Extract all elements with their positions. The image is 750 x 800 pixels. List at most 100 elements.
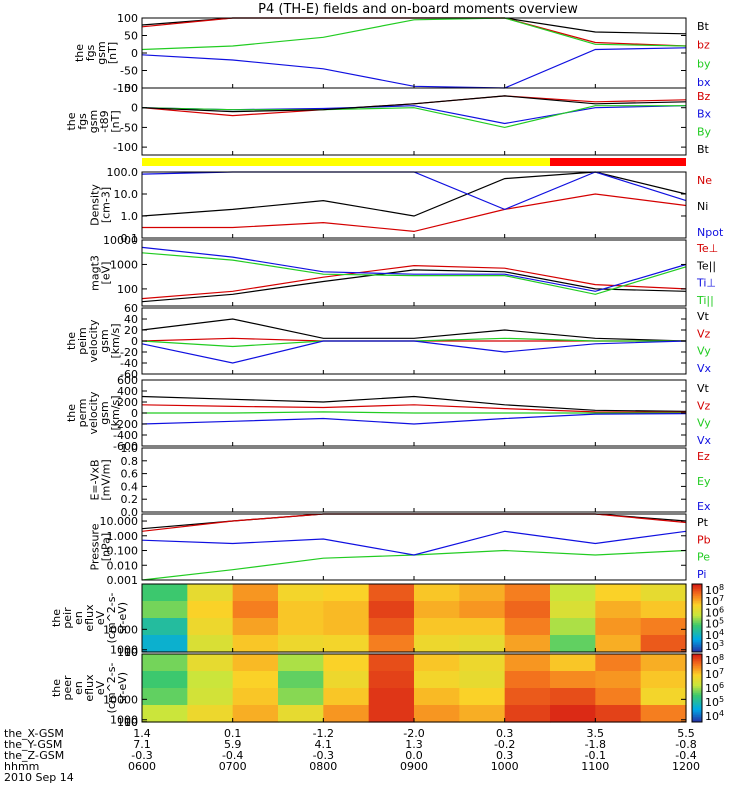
colorbar-cell (692, 621, 702, 624)
colorbar-cell (692, 636, 702, 639)
y-axis-label-line: the (73, 44, 86, 62)
y-tick-label: 10 (124, 716, 138, 729)
legend-entry: Vz (697, 399, 711, 412)
ephemeris-value: 5.9 (224, 738, 242, 751)
heatmap-cell (187, 688, 234, 706)
y-tick-label: -200 (113, 418, 138, 431)
heatmap-cell (459, 618, 506, 636)
y-tick-label: 200 (117, 396, 138, 409)
y-tick-label: 20 (124, 324, 138, 337)
heatmap-cell (142, 654, 188, 672)
heatmap-cell (550, 635, 596, 653)
colorbar-cell (692, 643, 702, 646)
colorbar-cell (692, 609, 702, 612)
colorbar-cell (692, 592, 702, 595)
ephemeris-value: -0.8 (675, 738, 696, 751)
colorbar-cell (692, 648, 702, 651)
colorbar-cell (692, 594, 702, 597)
colorbar-cell (692, 595, 702, 599)
heatmap-cell (459, 654, 506, 672)
y-tick-label: -100 (113, 141, 138, 154)
series-line-pressure (141, 530, 687, 556)
heatmap-cell (595, 688, 642, 706)
heatmap-cell (595, 635, 642, 653)
heatmap-cell (278, 618, 324, 636)
colorbar-cell (692, 607, 702, 610)
y-tick-label: 0.6 (121, 468, 139, 481)
heatmap-cell (323, 635, 370, 653)
legend-entry: Ne (697, 174, 712, 187)
y-tick-label: 40 (124, 313, 138, 326)
y-axis-label-line: E=-VxB (88, 459, 101, 500)
y-tick-label: 0.2 (121, 493, 139, 506)
ephemeris-table: the_X-GSM 1.4 0.1 -1.2 -2.0 0.3 3.5 5.5 the_Y-GS… (4, 727, 700, 784)
heatmap-cell (459, 601, 506, 619)
heatmap-cell (232, 601, 279, 619)
y-tick-label: 1000 (110, 714, 138, 727)
y-axis-label: Density[cm-3] (88, 184, 112, 226)
colorbar-cell (692, 584, 702, 587)
y-axis-label: thepeirenefluxeV(cm^2-s-sr-eV) (50, 593, 129, 644)
heatmap-cell (640, 688, 687, 706)
series-line-velocity_perm (141, 413, 687, 425)
y-tick-label: 10000 (103, 623, 138, 636)
colorbar-tick-label: 108 (705, 583, 724, 597)
ephemeris-value: 1100 (581, 760, 609, 773)
legend-entry: Bx (697, 108, 712, 121)
heatmap-cell (142, 705, 188, 723)
colorbar-cell (692, 626, 702, 629)
y-tick-label: 1.000 (107, 530, 139, 543)
series-line-temperature (141, 264, 687, 300)
ephemeris-value: 3.5 (587, 727, 605, 740)
y-axis-label-line: Pressure (88, 523, 101, 570)
legend-entry: By (697, 125, 712, 138)
ephemeris-value: 1200 (672, 760, 700, 773)
colorbar-tick-label: 107 (705, 594, 724, 608)
y-axis-label-line: velocity (87, 319, 100, 362)
colorbar-cell (692, 606, 702, 609)
heatmap-cell (504, 635, 551, 653)
colorbar-cell (692, 587, 702, 590)
y-tick-label: 10000 (103, 234, 138, 247)
y-tick-label: 50 (124, 30, 138, 43)
y-tick-label: 400 (117, 385, 138, 398)
colorbar-cell (692, 633, 702, 636)
y-tick-label: 100 (117, 646, 138, 659)
colorbar-cell (692, 710, 702, 713)
heatmap-cell (504, 601, 551, 619)
heatmap-cell (550, 618, 596, 636)
ephemeris-value: 1000 (491, 760, 519, 773)
colorbar-cell (692, 667, 702, 670)
colorbar-cell (692, 688, 702, 691)
y-tick-label: 1.0 (121, 442, 139, 455)
legend-entry: Vt (697, 310, 710, 323)
y-axis-label-line: [mV/m] (99, 459, 112, 500)
heatmap-cell (459, 671, 506, 689)
ephemeris-value: 0.3 (496, 727, 514, 740)
colorbar-cell (692, 718, 702, 721)
heatmap-cell (278, 671, 324, 689)
heatmap-cell (459, 688, 506, 706)
y-axis-label-line: eflux (83, 674, 96, 702)
legend-entry: Pb (697, 533, 711, 546)
heatmap-cell (640, 705, 687, 723)
heatmap-cell (595, 654, 642, 672)
heatmap-cell (232, 654, 279, 672)
colorbar-cell (692, 698, 702, 701)
legend-entry: Npot (697, 226, 724, 239)
colorbar-tick-label: 108 (705, 653, 724, 667)
ephemeris-value: 0.3 (496, 749, 514, 762)
ephemeris-value: 1.3 (405, 738, 423, 751)
heatmap-cell (142, 601, 188, 619)
colorbar-tick-label: 105 (705, 617, 724, 631)
heatmap-cell (640, 601, 687, 619)
y-tick-label: 0.100 (107, 545, 139, 558)
colorbar-tick-label: 106 (705, 605, 724, 619)
y-axis-label-line: (cm^2-s- (105, 593, 118, 644)
ephemeris-label: hhmm (4, 760, 39, 773)
colorbar-cell (692, 659, 702, 662)
legend-entry: Pi (697, 568, 706, 581)
y-tick-label: 100 (117, 12, 138, 25)
heatmap-cell (278, 635, 324, 653)
